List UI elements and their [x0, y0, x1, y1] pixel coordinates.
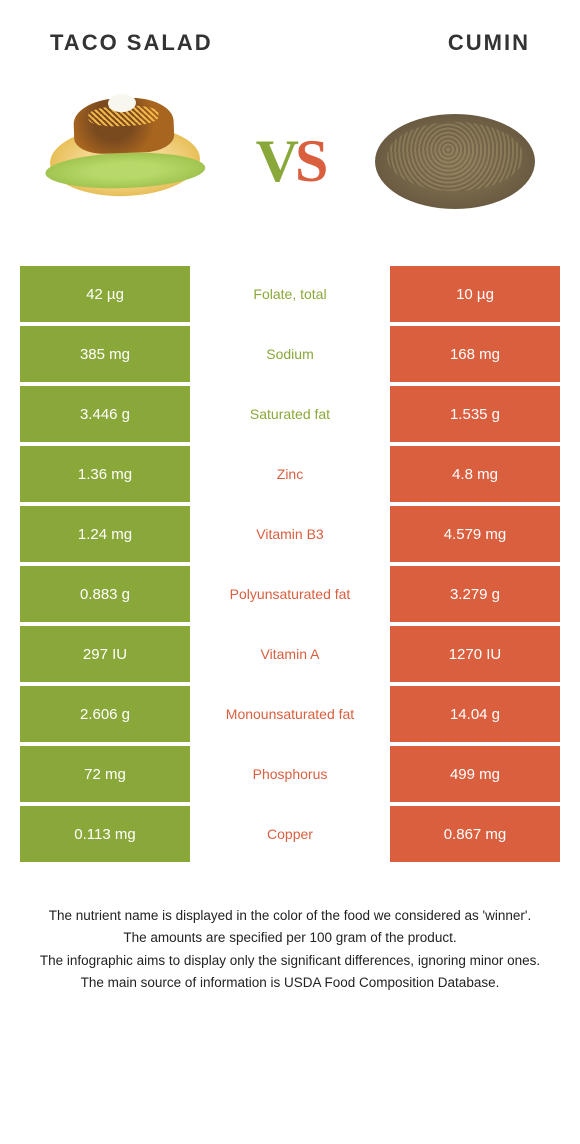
- nutrient-label: Vitamin A: [190, 626, 390, 682]
- value-right: 4.8 mg: [390, 446, 560, 502]
- nutrient-label: Zinc: [190, 446, 390, 502]
- table-row: 2.606 gMonounsaturated fat14.04 g: [20, 686, 560, 742]
- footnote-line: The nutrient name is displayed in the co…: [30, 906, 550, 926]
- vs-s: S: [295, 128, 324, 194]
- table-row: 1.24 mgVitamin B34.579 mg: [20, 506, 560, 562]
- value-left: 385 mg: [20, 326, 190, 382]
- nutrient-label: Vitamin B3: [190, 506, 390, 562]
- nutrient-label: Phosphorus: [190, 746, 390, 802]
- value-right: 1270 IU: [390, 626, 560, 682]
- value-right: 0.867 mg: [390, 806, 560, 862]
- value-left: 297 IU: [20, 626, 190, 682]
- value-left: 1.36 mg: [20, 446, 190, 502]
- nutrient-label: Copper: [190, 806, 390, 862]
- nutrient-label: Monounsaturated fat: [190, 686, 390, 742]
- vs-v: V: [256, 128, 295, 194]
- nutrient-label: Saturated fat: [190, 386, 390, 442]
- nutrient-label: Folate, total: [190, 266, 390, 322]
- hero-row: VS: [0, 76, 580, 266]
- footnote-line: The main source of information is USDA F…: [30, 973, 550, 993]
- table-row: 0.883 gPolyunsaturated fat3.279 g: [20, 566, 560, 622]
- nutrient-label: Polyunsaturated fat: [190, 566, 390, 622]
- footnote-line: The infographic aims to display only the…: [30, 951, 550, 971]
- food-title-left: TACO SALAD: [50, 30, 213, 56]
- taco-salad-icon: [40, 96, 210, 226]
- table-row: 385 mgSodium168 mg: [20, 326, 560, 382]
- value-right: 14.04 g: [390, 686, 560, 742]
- value-right: 1.535 g: [390, 386, 560, 442]
- table-row: 297 IUVitamin A1270 IU: [20, 626, 560, 682]
- comparison-table: 42 µgFolate, total10 µg385 mgSodium168 m…: [0, 266, 580, 862]
- table-row: 42 µgFolate, total10 µg: [20, 266, 560, 322]
- value-left: 1.24 mg: [20, 506, 190, 562]
- value-right: 499 mg: [390, 746, 560, 802]
- value-right: 4.579 mg: [390, 506, 560, 562]
- value-right: 10 µg: [390, 266, 560, 322]
- footnote-line: The amounts are specified per 100 gram o…: [30, 928, 550, 948]
- value-left: 42 µg: [20, 266, 190, 322]
- value-left: 72 mg: [20, 746, 190, 802]
- table-row: 72 mgPhosphorus499 mg: [20, 746, 560, 802]
- value-left: 0.113 mg: [20, 806, 190, 862]
- value-left: 3.446 g: [20, 386, 190, 442]
- food-title-right: CUMIN: [448, 30, 530, 56]
- nutrient-label: Sodium: [190, 326, 390, 382]
- header: TACO SALAD CUMIN: [0, 0, 580, 76]
- table-row: 1.36 mgZinc4.8 mg: [20, 446, 560, 502]
- cumin-icon: [370, 96, 540, 226]
- value-left: 0.883 g: [20, 566, 190, 622]
- vs-label: VS: [256, 127, 325, 196]
- table-row: 0.113 mgCopper0.867 mg: [20, 806, 560, 862]
- value-right: 3.279 g: [390, 566, 560, 622]
- value-right: 168 mg: [390, 326, 560, 382]
- value-left: 2.606 g: [20, 686, 190, 742]
- footnotes: The nutrient name is displayed in the co…: [0, 866, 580, 993]
- table-row: 3.446 gSaturated fat1.535 g: [20, 386, 560, 442]
